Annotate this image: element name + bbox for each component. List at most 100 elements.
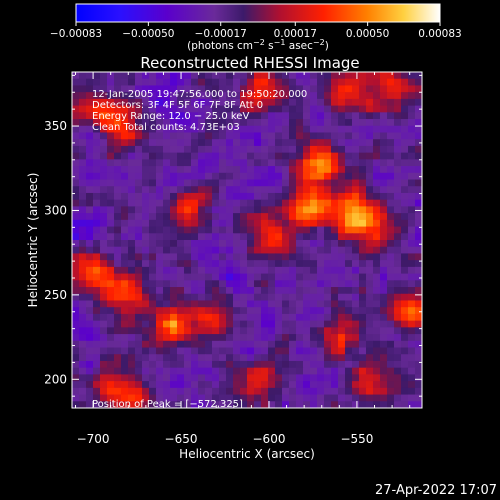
heatmap-cell	[100, 226, 108, 234]
heatmap-cell	[191, 307, 199, 315]
heatmap-cell	[254, 105, 262, 113]
heatmap-cell	[268, 300, 276, 308]
heatmap-cell	[205, 360, 213, 369]
heatmap-cell	[387, 266, 395, 275]
heatmap-cell	[240, 287, 248, 295]
heatmap-cell	[149, 186, 157, 194]
heatmap-cell	[324, 367, 332, 375]
heatmap-cell	[198, 92, 206, 100]
heatmap-cell	[163, 186, 171, 194]
heatmap-cell	[184, 240, 192, 248]
heatmap-cell	[275, 287, 283, 295]
heatmap-cell	[156, 199, 164, 207]
heatmap-cell	[352, 159, 360, 167]
heatmap-cell	[394, 300, 402, 308]
heatmap-cell	[310, 192, 318, 201]
heatmap-cell	[338, 300, 346, 308]
heatmap-cell	[128, 233, 136, 241]
heatmap-cell	[310, 293, 318, 301]
x-axis-label: Heliocentric X (arcsec)	[179, 447, 315, 461]
heatmap-cell	[107, 199, 115, 207]
heatmap-cell	[177, 327, 185, 335]
heatmap-cell	[317, 394, 325, 402]
heatmap-cell	[338, 179, 346, 187]
heatmap-cell	[289, 387, 297, 396]
heatmap-cell	[331, 132, 339, 140]
heatmap-cell	[387, 387, 395, 396]
heatmap-cell	[289, 112, 297, 120]
heatmap-cell	[352, 287, 360, 295]
heatmap-cell	[317, 233, 325, 241]
heatmap-cell	[170, 72, 178, 80]
heatmap-cell	[107, 172, 115, 181]
heatmap-cell	[275, 145, 283, 154]
heatmap-cell	[310, 273, 318, 281]
heatmap-cell	[79, 152, 87, 160]
heatmap-cell	[282, 145, 290, 154]
heatmap-cell	[72, 293, 80, 301]
heatmap-cell	[310, 186, 318, 194]
heatmap-cell	[366, 226, 374, 234]
heatmap-cell	[121, 360, 129, 369]
heatmap-cell	[114, 125, 122, 133]
heatmap-cell	[254, 98, 262, 107]
heatmap-cell	[114, 387, 122, 396]
heatmap-cell	[184, 226, 192, 234]
heatmap-cell	[261, 293, 269, 301]
heatmap-cell	[310, 340, 318, 349]
heatmap-cell	[205, 260, 213, 268]
heatmap-cell	[240, 226, 248, 234]
heatmap-cell	[72, 226, 80, 234]
heatmap-cell	[121, 253, 129, 261]
heatmap-cell	[198, 145, 206, 154]
heatmap-cell	[240, 219, 248, 228]
heatmap-cell	[331, 206, 339, 214]
heatmap-cell	[219, 253, 227, 261]
heatmap-cell	[128, 166, 136, 174]
heatmap-cell	[380, 72, 388, 80]
heatmap-cell	[408, 266, 416, 275]
heatmap-cell	[79, 401, 87, 408]
heatmap-cell	[282, 367, 290, 375]
heatmap-cell	[170, 119, 178, 127]
heatmap-cell	[212, 206, 220, 214]
heatmap-cell	[86, 327, 94, 335]
heatmap-cell	[205, 233, 213, 241]
heatmap-cell	[121, 246, 129, 254]
heatmap-cell	[79, 206, 87, 214]
heatmap-cell	[296, 72, 304, 80]
heatmap-cell	[254, 260, 262, 268]
heatmap-cell	[275, 354, 283, 362]
heatmap-cell	[247, 199, 255, 207]
heatmap-cell	[163, 287, 171, 295]
heatmap-cell	[387, 293, 395, 301]
heatmap-cell	[212, 132, 220, 140]
heatmap-cell	[135, 166, 143, 174]
heatmap-cell	[121, 287, 129, 295]
heatmap-cell	[401, 401, 409, 408]
heatmap-cell	[401, 374, 409, 382]
heatmap-cell	[261, 179, 269, 187]
heatmap-cell	[163, 367, 171, 375]
heatmap-cell	[177, 360, 185, 369]
heatmap-cell	[156, 98, 164, 107]
heatmap-cell	[310, 172, 318, 181]
heatmap-cell	[289, 152, 297, 160]
heatmap-cell	[184, 213, 192, 221]
heatmap-cell	[261, 145, 269, 154]
heatmap-cell	[401, 166, 409, 174]
heatmap-cell	[310, 166, 318, 174]
heatmap-cell	[331, 78, 339, 86]
heatmap-cell	[394, 334, 402, 342]
heatmap-cell	[163, 347, 171, 355]
heatmap-cell	[317, 334, 325, 342]
heatmap-cell	[177, 132, 185, 140]
heatmap-cell	[177, 313, 185, 322]
heatmap-cell	[247, 72, 255, 80]
heatmap-cell	[121, 179, 129, 187]
heatmap-cell	[296, 360, 304, 369]
heatmap-cell	[268, 119, 276, 127]
heatmap-cell	[373, 287, 381, 295]
heatmap-cell	[275, 166, 283, 174]
heatmap-cell	[156, 320, 164, 328]
